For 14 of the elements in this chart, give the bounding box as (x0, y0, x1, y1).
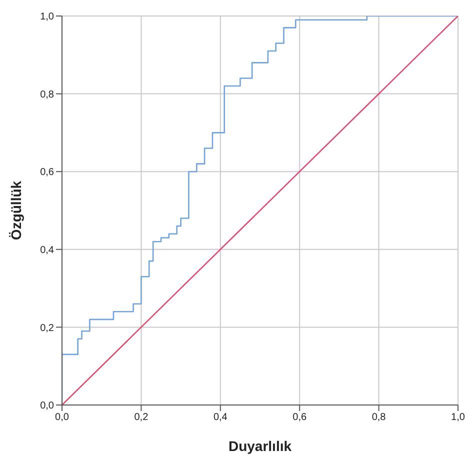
x-tick-label: 0,6 (292, 412, 307, 424)
y-axis-title: Özgüllük (8, 180, 24, 240)
y-tick-label: 1,0 (40, 12, 54, 23)
y-tick-label: 0,4 (40, 244, 54, 256)
x-tick-label: 0,0 (55, 412, 70, 424)
x-axis-title: Duyarlılık (228, 438, 292, 454)
y-tick-label: 0,0 (40, 400, 54, 412)
y-tick-label: 0,2 (40, 322, 54, 334)
y-tick-label: 0,6 (40, 167, 54, 178)
x-tick-label: 0,8 (372, 412, 386, 424)
y-tick-label: 0,8 (40, 89, 54, 100)
x-tick-label: 0,4 (213, 412, 228, 424)
x-tick-label: 1,0 (451, 412, 466, 424)
x-tick-label: 0,2 (134, 412, 149, 424)
